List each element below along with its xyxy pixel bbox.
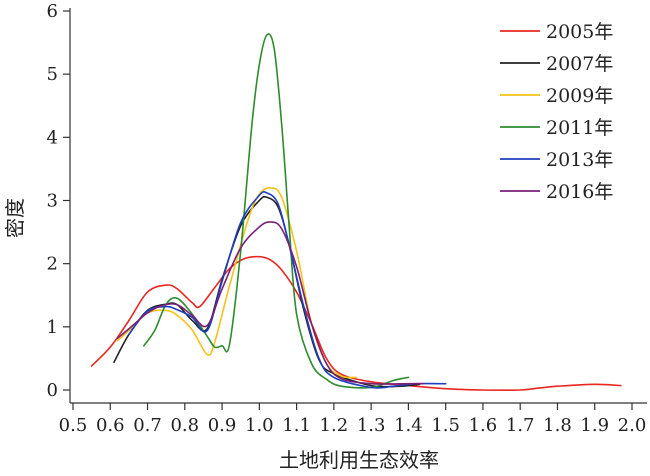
x-tick-label: 1.7	[506, 415, 535, 436]
series-lines	[90, 33, 622, 391]
y-tick-label: 6	[47, 1, 58, 22]
x-tick-label: 1.1	[282, 415, 311, 436]
x-tick-label: 1.2	[320, 415, 349, 436]
x-tick-label: 0.7	[133, 415, 162, 436]
y-tick-label: 2	[47, 254, 58, 275]
x-tick-label: 1.5	[431, 415, 460, 436]
x-tick-label: 0.8	[170, 415, 199, 436]
x-tick-label: 1.9	[580, 415, 609, 436]
series-line-2005	[90, 255, 622, 391]
x-tick-label: 2.0	[618, 415, 647, 436]
x-tick-label: 1.0	[245, 415, 274, 436]
x-tick-label: 0.9	[208, 415, 237, 436]
y-axis-label: 密度	[3, 198, 27, 238]
x-axis-label: 土地利用生态效率	[279, 448, 439, 472]
series-line-2016	[116, 221, 425, 385]
legend-label: 2005年	[546, 21, 613, 43]
x-ticks: 0.5 0.6 0.7 0.8 0.9 1.0 1.1 1.2 1.3 1.4 1.5 1.6 1.7 1…	[59, 403, 647, 436]
y-tick-label: 3	[47, 191, 58, 212]
y-tick-label: 5	[47, 64, 58, 85]
x-tick-label: 0.5	[59, 415, 88, 436]
y-tick-label: 4	[47, 127, 58, 148]
legend-label: 2013年	[546, 149, 613, 171]
legend-label: 2016年	[546, 181, 613, 203]
y-tick-label: 0	[47, 380, 58, 401]
series-line-2011	[143, 33, 410, 389]
x-tick-label: 1.6	[469, 415, 498, 436]
x-tick-label: 1.4	[394, 415, 423, 436]
series-line-2013	[128, 191, 447, 389]
legend-label: 2011年	[546, 117, 613, 139]
x-tick-label: 1.3	[357, 415, 386, 436]
legend-label: 2007年	[546, 53, 613, 75]
legend-label: 2009年	[546, 85, 613, 107]
x-tick-label: 0.6	[96, 415, 125, 436]
x-tick-label: 1.8	[543, 415, 572, 436]
y-tick-label: 1	[47, 317, 58, 338]
y-ticks: 0 1 2 3 4 5 6	[47, 1, 70, 401]
series-line-2007	[113, 195, 421, 388]
legend: 2005年 2007年 2009年 2011年 2013年 2016年	[500, 21, 613, 203]
